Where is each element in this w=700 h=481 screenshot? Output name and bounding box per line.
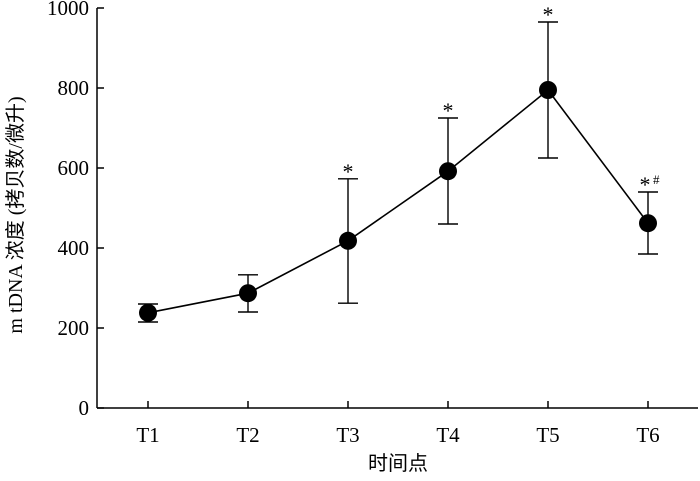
y-tick-label: 800 — [58, 76, 90, 100]
y-axis-label: m tDNA 浓度 (拷贝数/微升) — [4, 96, 27, 333]
data-point — [639, 214, 657, 233]
significance-star: * — [443, 98, 454, 123]
x-tick-label: T2 — [236, 423, 259, 447]
data-point — [139, 303, 157, 322]
x-tick-label: T1 — [136, 423, 159, 447]
y-tick-label: 0 — [79, 396, 90, 420]
x-tick-label: T4 — [436, 423, 460, 447]
significance-star: * — [343, 159, 354, 184]
x-tick-label: T5 — [536, 423, 559, 447]
significance-star: * — [543, 2, 554, 27]
data-point — [439, 162, 457, 181]
x-axis-label: 时间点 — [368, 452, 428, 475]
series-layer: **** # — [138, 2, 660, 323]
significance-hash: # — [653, 172, 660, 187]
labels-layer: m tDNA 浓度 (拷贝数/微升) 时间点 — [4, 96, 428, 475]
y-tick-label: 1000 — [47, 0, 89, 20]
axes: 0 200 400 600 800 1000 T1 T2 T3 T4 T5 T6 — [47, 0, 698, 447]
data-point — [239, 284, 257, 303]
y-tick-label: 600 — [58, 156, 90, 180]
y-tick-label: 200 — [58, 316, 90, 340]
data-point — [339, 231, 357, 250]
series-line — [147, 88, 649, 314]
x-tick-label: T3 — [336, 423, 359, 447]
y-tick-label: 400 — [58, 236, 90, 260]
significance-star: * — [640, 172, 651, 197]
data-point — [539, 81, 557, 99]
x-tick-label: T6 — [636, 423, 659, 447]
